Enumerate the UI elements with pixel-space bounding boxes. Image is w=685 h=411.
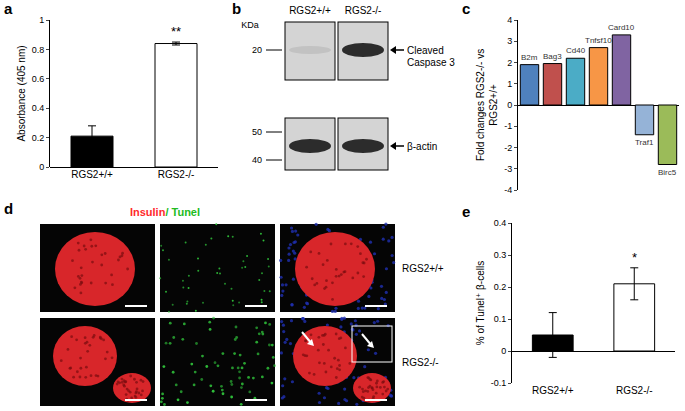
svg-text:0.4: 0.4 — [32, 103, 45, 113]
svg-text:2: 2 — [507, 58, 512, 68]
svg-text:Birc5: Birc5 — [658, 168, 677, 177]
svg-text:-0.1: -0.1 — [491, 378, 507, 388]
svg-text:0: 0 — [507, 100, 512, 110]
svg-text:-4: -4 — [504, 185, 512, 195]
svg-text:RGS2-/-: RGS2-/- — [402, 357, 439, 368]
svg-text:-2: -2 — [504, 143, 512, 153]
svg-text:Bag3: Bag3 — [543, 52, 562, 61]
svg-text:RGS2+/+: RGS2+/+ — [532, 385, 574, 396]
svg-text:1: 1 — [39, 15, 44, 25]
svg-text:RGS2+/+: RGS2+/+ — [71, 169, 113, 180]
svg-text:Tnfsf10: Tnfsf10 — [585, 36, 612, 45]
svg-text:RGS2-/-: RGS2-/- — [158, 169, 195, 180]
svg-text:Caspase 3: Caspase 3 — [407, 57, 455, 68]
svg-text:0.6: 0.6 — [32, 74, 45, 84]
svg-text:Card10: Card10 — [608, 23, 635, 32]
svg-text:*: * — [632, 250, 637, 265]
svg-text:1: 1 — [507, 79, 512, 89]
svg-text:% of Tunel⁺ β-cells: % of Tunel⁺ β-cells — [475, 261, 486, 345]
html-text:e: e — [462, 203, 471, 220]
svg-text:RGS2+/+: RGS2+/+ — [402, 263, 444, 274]
svg-text:Absorbance (405 nm): Absorbance (405 nm) — [16, 45, 27, 141]
svg-text:KDa: KDa — [241, 20, 259, 30]
svg-text:**: ** — [171, 24, 181, 39]
svg-text:Cd40: Cd40 — [566, 46, 586, 55]
svg-text:4: 4 — [507, 15, 512, 25]
svg-text:RGS2+/+: RGS2+/+ — [289, 5, 331, 16]
svg-text:0.1: 0.1 — [494, 314, 507, 324]
svg-text:50: 50 — [252, 127, 262, 137]
svg-text:Insulin/ Tunel: Insulin/ Tunel — [130, 206, 200, 218]
svg-text:-1: -1 — [504, 121, 512, 131]
svg-text:0: 0 — [501, 346, 506, 356]
svg-text:0: 0 — [39, 162, 44, 172]
svg-text:0.8: 0.8 — [32, 45, 45, 55]
svg-text:3: 3 — [507, 36, 512, 46]
svg-text:Fold changes RGS2-/- vsRGS2+/+: Fold changes RGS2-/- vsRGS2+/+ — [475, 49, 499, 161]
svg-text:Cleaved: Cleaved — [407, 45, 444, 56]
html-text:b: b — [232, 0, 242, 17]
svg-text:0.2: 0.2 — [32, 133, 45, 143]
svg-text:RGS2-/-: RGS2-/- — [345, 5, 382, 16]
html-text:d: d — [4, 200, 14, 217]
svg-text:Traf1: Traf1 — [635, 138, 654, 147]
svg-text:20: 20 — [252, 45, 262, 55]
svg-text:RGS2-/-: RGS2-/- — [616, 385, 653, 396]
svg-text:0.4: 0.4 — [494, 218, 507, 228]
svg-text:0.3: 0.3 — [494, 250, 507, 260]
svg-text:-3: -3 — [504, 164, 512, 174]
svg-text:40: 40 — [252, 155, 262, 165]
svg-text:β-actin: β-actin — [407, 141, 437, 152]
svg-text:B2m: B2m — [521, 53, 538, 62]
svg-text:0.2: 0.2 — [494, 282, 507, 292]
html-text:a: a — [4, 0, 13, 17]
html-text:c: c — [462, 0, 471, 17]
